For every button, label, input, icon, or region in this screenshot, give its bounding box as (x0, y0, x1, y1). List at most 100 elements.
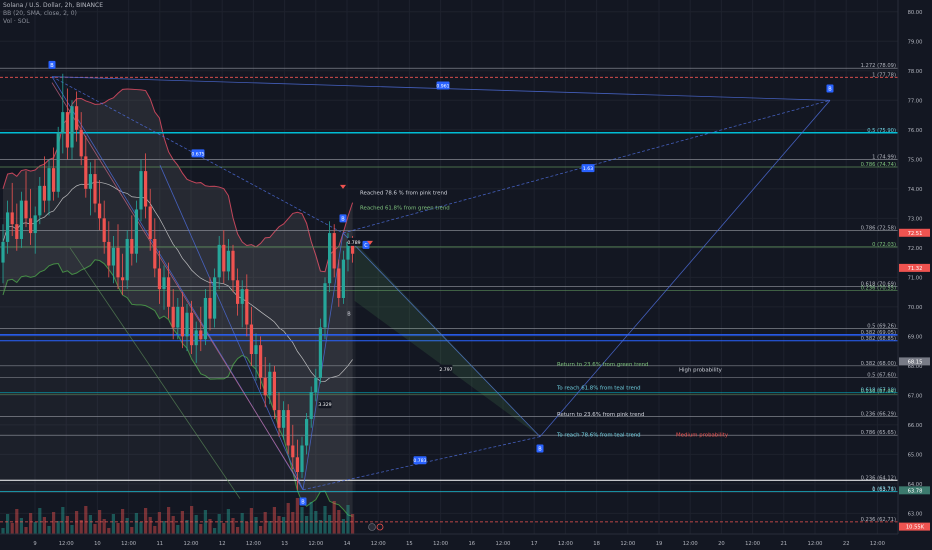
candle (337, 268, 341, 298)
time-tick-label: 12:00 (184, 541, 199, 547)
price-badge[interactable] (899, 522, 930, 531)
history-shade (0, 230, 356, 493)
time-axis[interactable] (0, 534, 932, 550)
price-tick-label: 73.00 (908, 216, 923, 222)
fib-level-label: 0.382 (68.00) (861, 361, 896, 367)
pattern-ratio-badge[interactable] (439, 364, 453, 373)
price-tick-label: 66.00 (908, 423, 923, 429)
pattern-point-badge[interactable] (826, 84, 834, 93)
symbol-title[interactable]: Solana / U.S. Dollar, 2h, BINANCE (3, 2, 104, 9)
candle (332, 233, 336, 269)
annotation-label: High probability (679, 368, 723, 374)
candle (176, 306, 180, 328)
price-badge[interactable] (899, 263, 930, 272)
pattern-point-badge[interactable] (362, 240, 370, 249)
volume-bar (328, 515, 332, 534)
price-badge[interactable] (899, 486, 930, 495)
volume-bar (52, 512, 56, 534)
volume-bar (240, 513, 244, 534)
volume-bar (162, 521, 166, 534)
price-tick-label: 65.00 (908, 452, 923, 458)
price-badge[interactable] (899, 228, 930, 237)
pattern-point-label: C (364, 243, 368, 249)
pattern-ratio-label: 0.783 (413, 458, 426, 464)
candle (15, 224, 19, 239)
candle (185, 312, 189, 337)
volume-bar (56, 521, 60, 534)
price-tick-label: 67.00 (908, 393, 923, 399)
volume-bar (337, 510, 341, 534)
scroll-to-realtime-button[interactable] (368, 523, 376, 531)
candle (107, 241, 111, 266)
candle (148, 206, 152, 239)
time-tick-label: 13 (281, 541, 288, 547)
pattern-point-badge[interactable] (339, 214, 347, 223)
pattern-ratio-badge[interactable] (436, 81, 450, 90)
time-tick-label: 12:00 (496, 541, 511, 547)
pattern-ratio-badge[interactable] (347, 237, 361, 246)
candle (121, 277, 125, 281)
bollinger-legend[interactable]: BB (20, SMA, close, 2, 0) (3, 10, 77, 17)
pattern-point-badge[interactable] (299, 497, 307, 506)
candle (180, 306, 184, 337)
volume-bar (61, 507, 65, 534)
pattern-ratio-badge[interactable] (413, 456, 427, 465)
volume-bar (88, 515, 92, 534)
time-tick-label: 12:00 (246, 541, 261, 547)
pattern-line (539, 100, 831, 437)
time-tick-label: 12:00 (620, 541, 635, 547)
volume-bar (107, 528, 111, 534)
annotation-label: To reach 78.6% from teal trend (556, 433, 641, 439)
pattern-ratio-badge[interactable] (318, 400, 332, 409)
volume-bar (180, 511, 184, 534)
fib-level-label: 1 (77.78) (872, 72, 896, 78)
candle (305, 418, 309, 446)
candle (6, 212, 10, 242)
volume-bar (300, 507, 304, 534)
price-tick-label: 74.00 (908, 187, 923, 193)
volume-bar (42, 517, 46, 534)
volume-bar (176, 525, 180, 534)
settings-icon[interactable] (376, 523, 384, 531)
fib-level-label: 0.618 (70.69) (861, 281, 896, 287)
bollinger-basis-line (2, 181, 353, 382)
fib-level-label: 0.618 (67.10) (861, 387, 896, 393)
volume-bar (222, 523, 226, 534)
volume-bar (185, 520, 189, 534)
candle (24, 200, 28, 219)
fib-level-label: 0.236 (64.12) (861, 475, 896, 481)
candle (75, 106, 79, 130)
fib-level-label: 0 (63.73) (872, 487, 896, 493)
candle (167, 277, 171, 307)
candle (194, 330, 198, 346)
candle (116, 247, 120, 278)
price-tick-label: 75.00 (908, 157, 923, 163)
pattern-ratio-label: 2.797 (439, 367, 452, 373)
price-badge[interactable] (899, 357, 930, 366)
pattern-point-badge[interactable] (536, 444, 544, 453)
pattern-point-label: B (50, 63, 54, 69)
volume-bar (272, 507, 276, 534)
pattern-ratio-badge[interactable] (581, 164, 595, 173)
volume-bar (148, 517, 152, 534)
fib-level-label: 0.5 (75.90) (867, 128, 896, 134)
pattern-ratio-badge[interactable] (191, 149, 205, 158)
time-tick-label: 12:00 (308, 541, 323, 547)
price-tick-label: 79.00 (908, 39, 923, 45)
volume-bar (102, 519, 106, 534)
price-axis[interactable] (898, 0, 932, 550)
pattern-point-badge[interactable] (48, 60, 56, 69)
time-tick-label: 12:00 (371, 541, 386, 547)
volume-bar (318, 520, 322, 534)
volume-bar (139, 522, 143, 534)
time-tick-label: 12:00 (683, 541, 698, 547)
volume-legend[interactable]: Vol · SOL (3, 18, 30, 25)
volume-bar (305, 516, 309, 534)
fib-level-label: 0.236 (66.29) (861, 411, 896, 417)
volume-bar (213, 528, 217, 534)
volume-bar (268, 521, 272, 534)
fib-level-label: 0.382 (69.05) (861, 330, 896, 336)
volume-bar (65, 516, 69, 534)
